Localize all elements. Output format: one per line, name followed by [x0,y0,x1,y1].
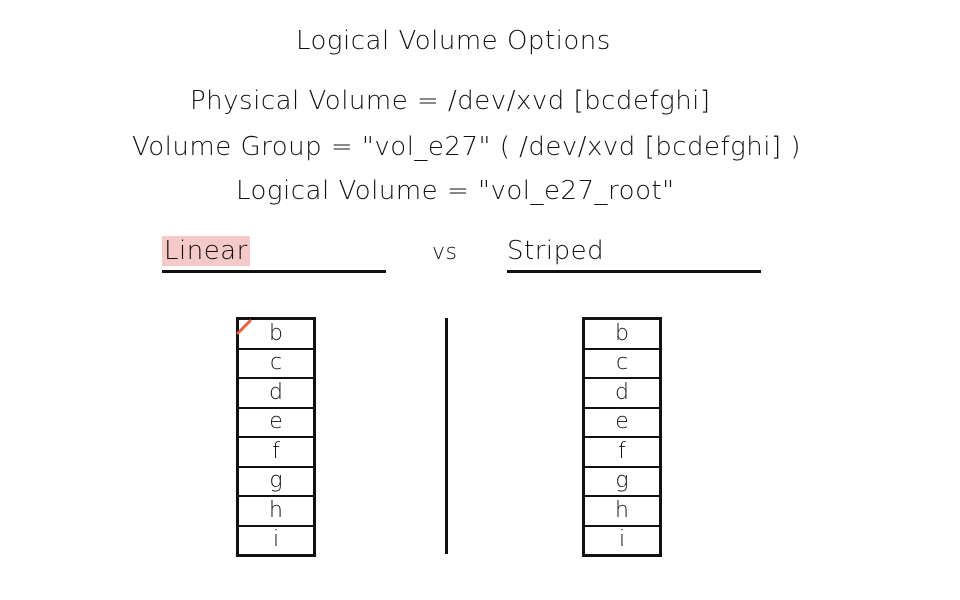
striped-disk-f: f [585,438,659,468]
linear-disk-b: b [239,320,313,350]
linear-heading-text: Linear [162,236,250,266]
diagram-title: Logical Volume Options [296,26,611,56]
striped-disk-h: h [585,497,659,527]
linear-disk-h: h [239,497,313,527]
pen-mark-icon [236,319,252,335]
striped-disk-e: e [585,409,659,438]
striped-disk-g: g [585,468,659,497]
volume-group-line: Volume Group = "vol_e27" ( /dev/xvd [bcd… [132,132,802,162]
linear-disk-c: c [239,350,313,379]
logical-volume-line: Logical Volume = "vol_e27_root" [236,176,675,206]
striped-disk-b: b [585,320,659,350]
linear-disk-i: i [272,527,280,553]
striped-heading: Striped [507,236,605,266]
comparison-divider [445,318,448,554]
striped-disk-c: c [585,350,659,379]
striped-underline [507,270,761,273]
striped-disk-i: i [618,527,626,553]
linear-heading: Linear [162,236,250,266]
striped-disk-d: d [585,379,659,409]
vs-label: vs [432,240,458,265]
linear-disk-f: f [239,438,313,468]
linear-disk-g: g [239,468,313,497]
linear-underline [162,270,386,273]
physical-volume-line: Physical Volume = /dev/xvd [bcdefghi] [190,86,711,116]
linear-disk-d: d [239,379,313,409]
linear-disk-e: e [239,409,313,438]
